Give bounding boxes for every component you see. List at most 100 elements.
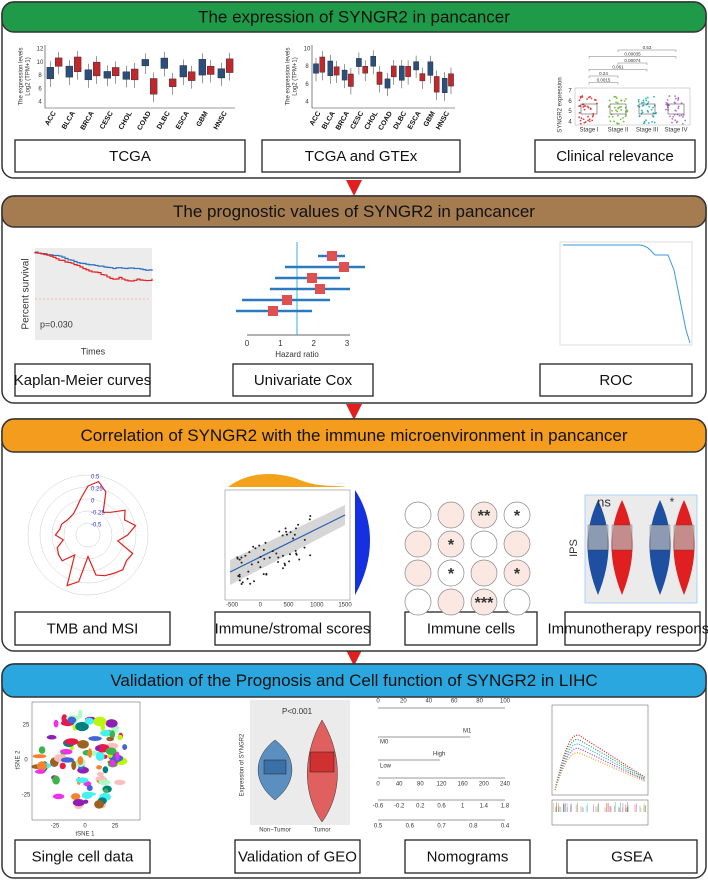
cluster (106, 736, 114, 742)
dot (264, 541, 267, 544)
dot (259, 555, 262, 558)
dot (609, 120, 612, 123)
fit (229, 514, 346, 573)
label: -0.25 (91, 511, 105, 517)
dot (303, 546, 306, 549)
dot (646, 96, 649, 99)
cluster (70, 793, 81, 801)
label: 10 (304, 47, 311, 53)
label: 0.8 (469, 824, 478, 830)
cluster (105, 747, 117, 755)
box (103, 71, 111, 79)
dot (620, 109, 623, 111)
label: * (448, 566, 455, 583)
label: P<0.001 (282, 707, 313, 716)
box (319, 56, 326, 73)
cluster (75, 721, 89, 732)
box (376, 71, 383, 85)
dot (671, 117, 674, 120)
box (413, 61, 419, 71)
label: Times (81, 346, 106, 356)
dot (620, 99, 623, 102)
cell (437, 559, 465, 587)
dot (303, 538, 306, 541)
cell (404, 530, 432, 558)
box (384, 78, 391, 89)
dot (250, 563, 253, 566)
cell (503, 588, 531, 616)
dot (652, 112, 655, 115)
label: -0.6 (373, 804, 384, 810)
radar-ring (75, 522, 101, 548)
dot (616, 102, 619, 104)
panel-label-box (232, 363, 374, 397)
label: 0.2 (416, 804, 425, 810)
box (55, 57, 63, 67)
label: 0.24 (599, 71, 608, 76)
dot (578, 116, 581, 119)
box (356, 58, 362, 67)
label: 3 (345, 339, 350, 348)
panel-label-box (404, 611, 538, 646)
dot (259, 566, 262, 569)
dot (586, 98, 588, 100)
dot (674, 109, 677, 112)
dot (248, 551, 251, 554)
label: 240 (500, 782, 511, 788)
box (611, 524, 633, 551)
hr (315, 284, 325, 294)
cluster (60, 757, 74, 763)
section-header (1, 663, 707, 698)
dot (653, 121, 656, 124)
box (150, 78, 158, 95)
hr (307, 273, 317, 283)
radar-line (54, 480, 137, 587)
label: -25 (51, 824, 60, 830)
bracket (617, 62, 648, 65)
label: 40 (425, 699, 432, 705)
box (131, 68, 139, 81)
cluster (64, 738, 79, 746)
dot (293, 533, 296, 536)
cluster (37, 761, 47, 771)
label: 0.53 (643, 45, 652, 50)
dot (640, 109, 643, 112)
dot (238, 573, 241, 576)
panel-label-box (261, 139, 461, 173)
label: Expression of SYNGR2 (240, 733, 246, 796)
box (309, 751, 335, 773)
label: Percent survival (21, 258, 32, 329)
cluster (34, 769, 46, 774)
dot (292, 537, 295, 540)
dot (579, 105, 582, 107)
section-header (1, 195, 707, 228)
dot (665, 108, 667, 111)
label: *** (475, 595, 494, 612)
label: Stage II (608, 128, 629, 134)
dot (591, 119, 594, 122)
label: 0 (259, 603, 263, 609)
dot (289, 531, 292, 534)
cell (470, 588, 498, 616)
label: 0.00035 (624, 52, 641, 57)
cell (404, 588, 432, 616)
cluster (117, 734, 123, 741)
box (399, 65, 405, 81)
dot (653, 95, 655, 98)
dot (284, 527, 287, 530)
label: Validation of GEO (238, 848, 357, 865)
dot (289, 553, 292, 556)
label: 0 (376, 699, 380, 705)
dot (619, 106, 621, 108)
dot (238, 558, 241, 561)
dot (236, 556, 239, 559)
label: 40 (396, 782, 403, 788)
dot (587, 96, 590, 99)
label: The expression levels (286, 47, 292, 105)
label: Validation of the Prognosis and Cell fun… (110, 671, 597, 690)
radar-ring (27, 474, 149, 596)
cluster (53, 719, 59, 728)
box (673, 524, 695, 551)
dot (238, 579, 241, 582)
dot (254, 547, 257, 550)
